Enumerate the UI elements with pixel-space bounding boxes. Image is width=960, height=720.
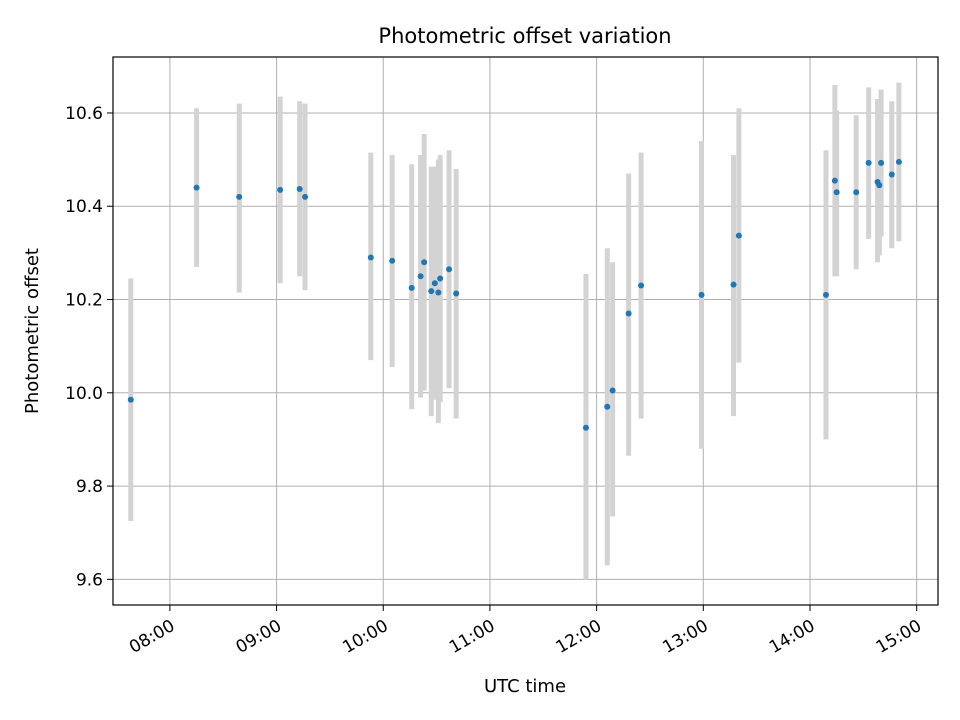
y-tick-label: 10.6 [65, 104, 103, 124]
data-point [604, 403, 611, 410]
data-point [698, 291, 705, 298]
data-point [895, 158, 902, 165]
data-point [609, 387, 616, 394]
y-tick-label: 10.2 [65, 291, 103, 311]
data-point [888, 171, 895, 178]
x-axis-label: UTC time [484, 676, 566, 697]
data-point [435, 289, 442, 296]
data-point [833, 189, 840, 196]
data-point [236, 193, 243, 200]
data-point [431, 280, 438, 287]
y-axis-ticks: 9.6 9.8 10.0 10.2 10.4 10.6 [65, 104, 113, 590]
data-point [735, 232, 742, 239]
y-tick-label: 10.0 [65, 384, 103, 404]
data-point [625, 310, 632, 317]
data-points [127, 158, 902, 431]
data-point [367, 254, 374, 261]
data-point [876, 182, 883, 189]
data-point [453, 290, 460, 297]
data-point [302, 193, 309, 200]
data-point [417, 273, 424, 280]
data-point [865, 159, 872, 166]
data-point [446, 266, 453, 273]
data-point [296, 185, 303, 192]
data-point [127, 396, 134, 403]
data-point [730, 281, 737, 288]
data-point [421, 259, 428, 266]
data-point [408, 284, 415, 291]
data-point [193, 184, 200, 191]
data-point [428, 288, 435, 295]
data-point [582, 424, 589, 431]
data-point [878, 159, 885, 166]
data-point [437, 275, 444, 282]
chart-title: Photometric offset variation [378, 24, 671, 48]
y-tick-label: 9.6 [76, 570, 103, 590]
data-point [389, 257, 396, 264]
y-axis-label: Photometric offset [22, 248, 43, 414]
y-tick-label: 9.8 [76, 477, 103, 497]
data-point [822, 291, 829, 298]
y-tick-label: 10.4 [65, 197, 103, 217]
data-point [853, 189, 860, 196]
data-point [638, 282, 645, 289]
plot-frame [112, 56, 939, 606]
data-point [831, 177, 838, 184]
data-point [277, 186, 284, 193]
